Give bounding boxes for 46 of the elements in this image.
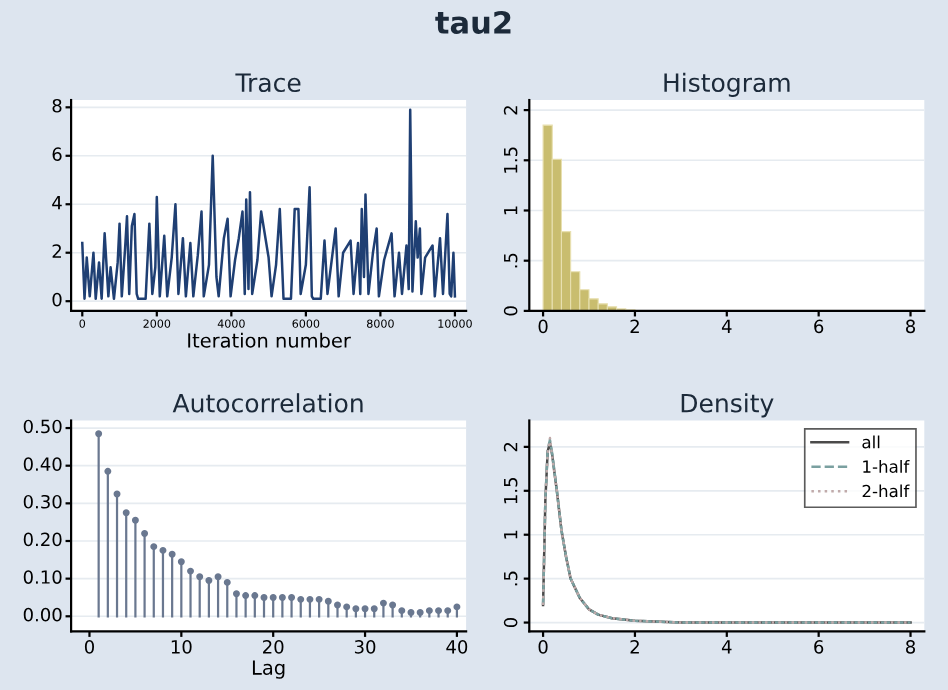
x-tick-label: 0 (84, 640, 95, 654)
x-tick-label: 10 (171, 640, 192, 654)
y-tick-label: 0.50 (23, 419, 62, 434)
chart-title: Trace (235, 73, 301, 93)
y-tick-label: .5 (504, 571, 518, 586)
text: tau2 (435, 10, 511, 34)
y-tick-label: 8 (52, 98, 62, 113)
y-tick-label: 1 (504, 206, 518, 215)
legend-label: 1-half (863, 459, 910, 473)
y-tick-label: 0.20 (23, 532, 62, 547)
x-tick-label: 8 (906, 319, 916, 334)
x-tick-label: 8 (906, 640, 916, 654)
y-tick-label: 0 (52, 292, 62, 307)
x-tick-label: 6 (814, 319, 824, 334)
x-tick-label: 30 (354, 640, 376, 654)
y-tick-label: 6 (52, 147, 62, 162)
legend-label: all (862, 435, 880, 449)
y-tick-label: .5 (504, 253, 518, 268)
x-tick-label: 0 (538, 640, 548, 654)
y-tick-label: 0.00 (23, 607, 62, 622)
y-tick-label: 2 (52, 244, 61, 258)
y-tick-label: 0 (503, 306, 518, 316)
y-tick-label: 0.40 (23, 457, 62, 471)
x-tick-label: 0 (538, 319, 548, 334)
x-tick-label: 6 (814, 640, 824, 654)
x-axis-title: Iteration number (188, 332, 351, 348)
y-tick-label: 0 (503, 618, 518, 628)
x-tick-label: 40 (446, 640, 468, 654)
y-tick-label: 0.10 (23, 570, 62, 584)
legend-label: 2-half (862, 484, 910, 498)
chart-title: Autocorrelation (172, 393, 363, 413)
y-tick-label: 1 (504, 530, 518, 539)
y-tick-label: 2 (503, 106, 518, 115)
y-tick-label: 0.30 (23, 494, 62, 509)
y-tick-label: 1.5 (504, 478, 518, 504)
y-tick-label: 4 (52, 196, 62, 210)
x-tick-label: 20 (263, 640, 284, 654)
x-tick-label: 4 (721, 640, 732, 654)
x-tick-label: 2 (630, 319, 639, 333)
y-tick-label: 2 (503, 442, 518, 452)
x-axis-title: Lag (252, 660, 285, 679)
y-tick-label: 1.5 (504, 147, 518, 173)
chart-title: Density (681, 393, 774, 418)
chart-title: Histogram (664, 72, 790, 97)
x-tick-label: 4 (721, 319, 732, 333)
x-tick-label: 2 (630, 640, 639, 654)
